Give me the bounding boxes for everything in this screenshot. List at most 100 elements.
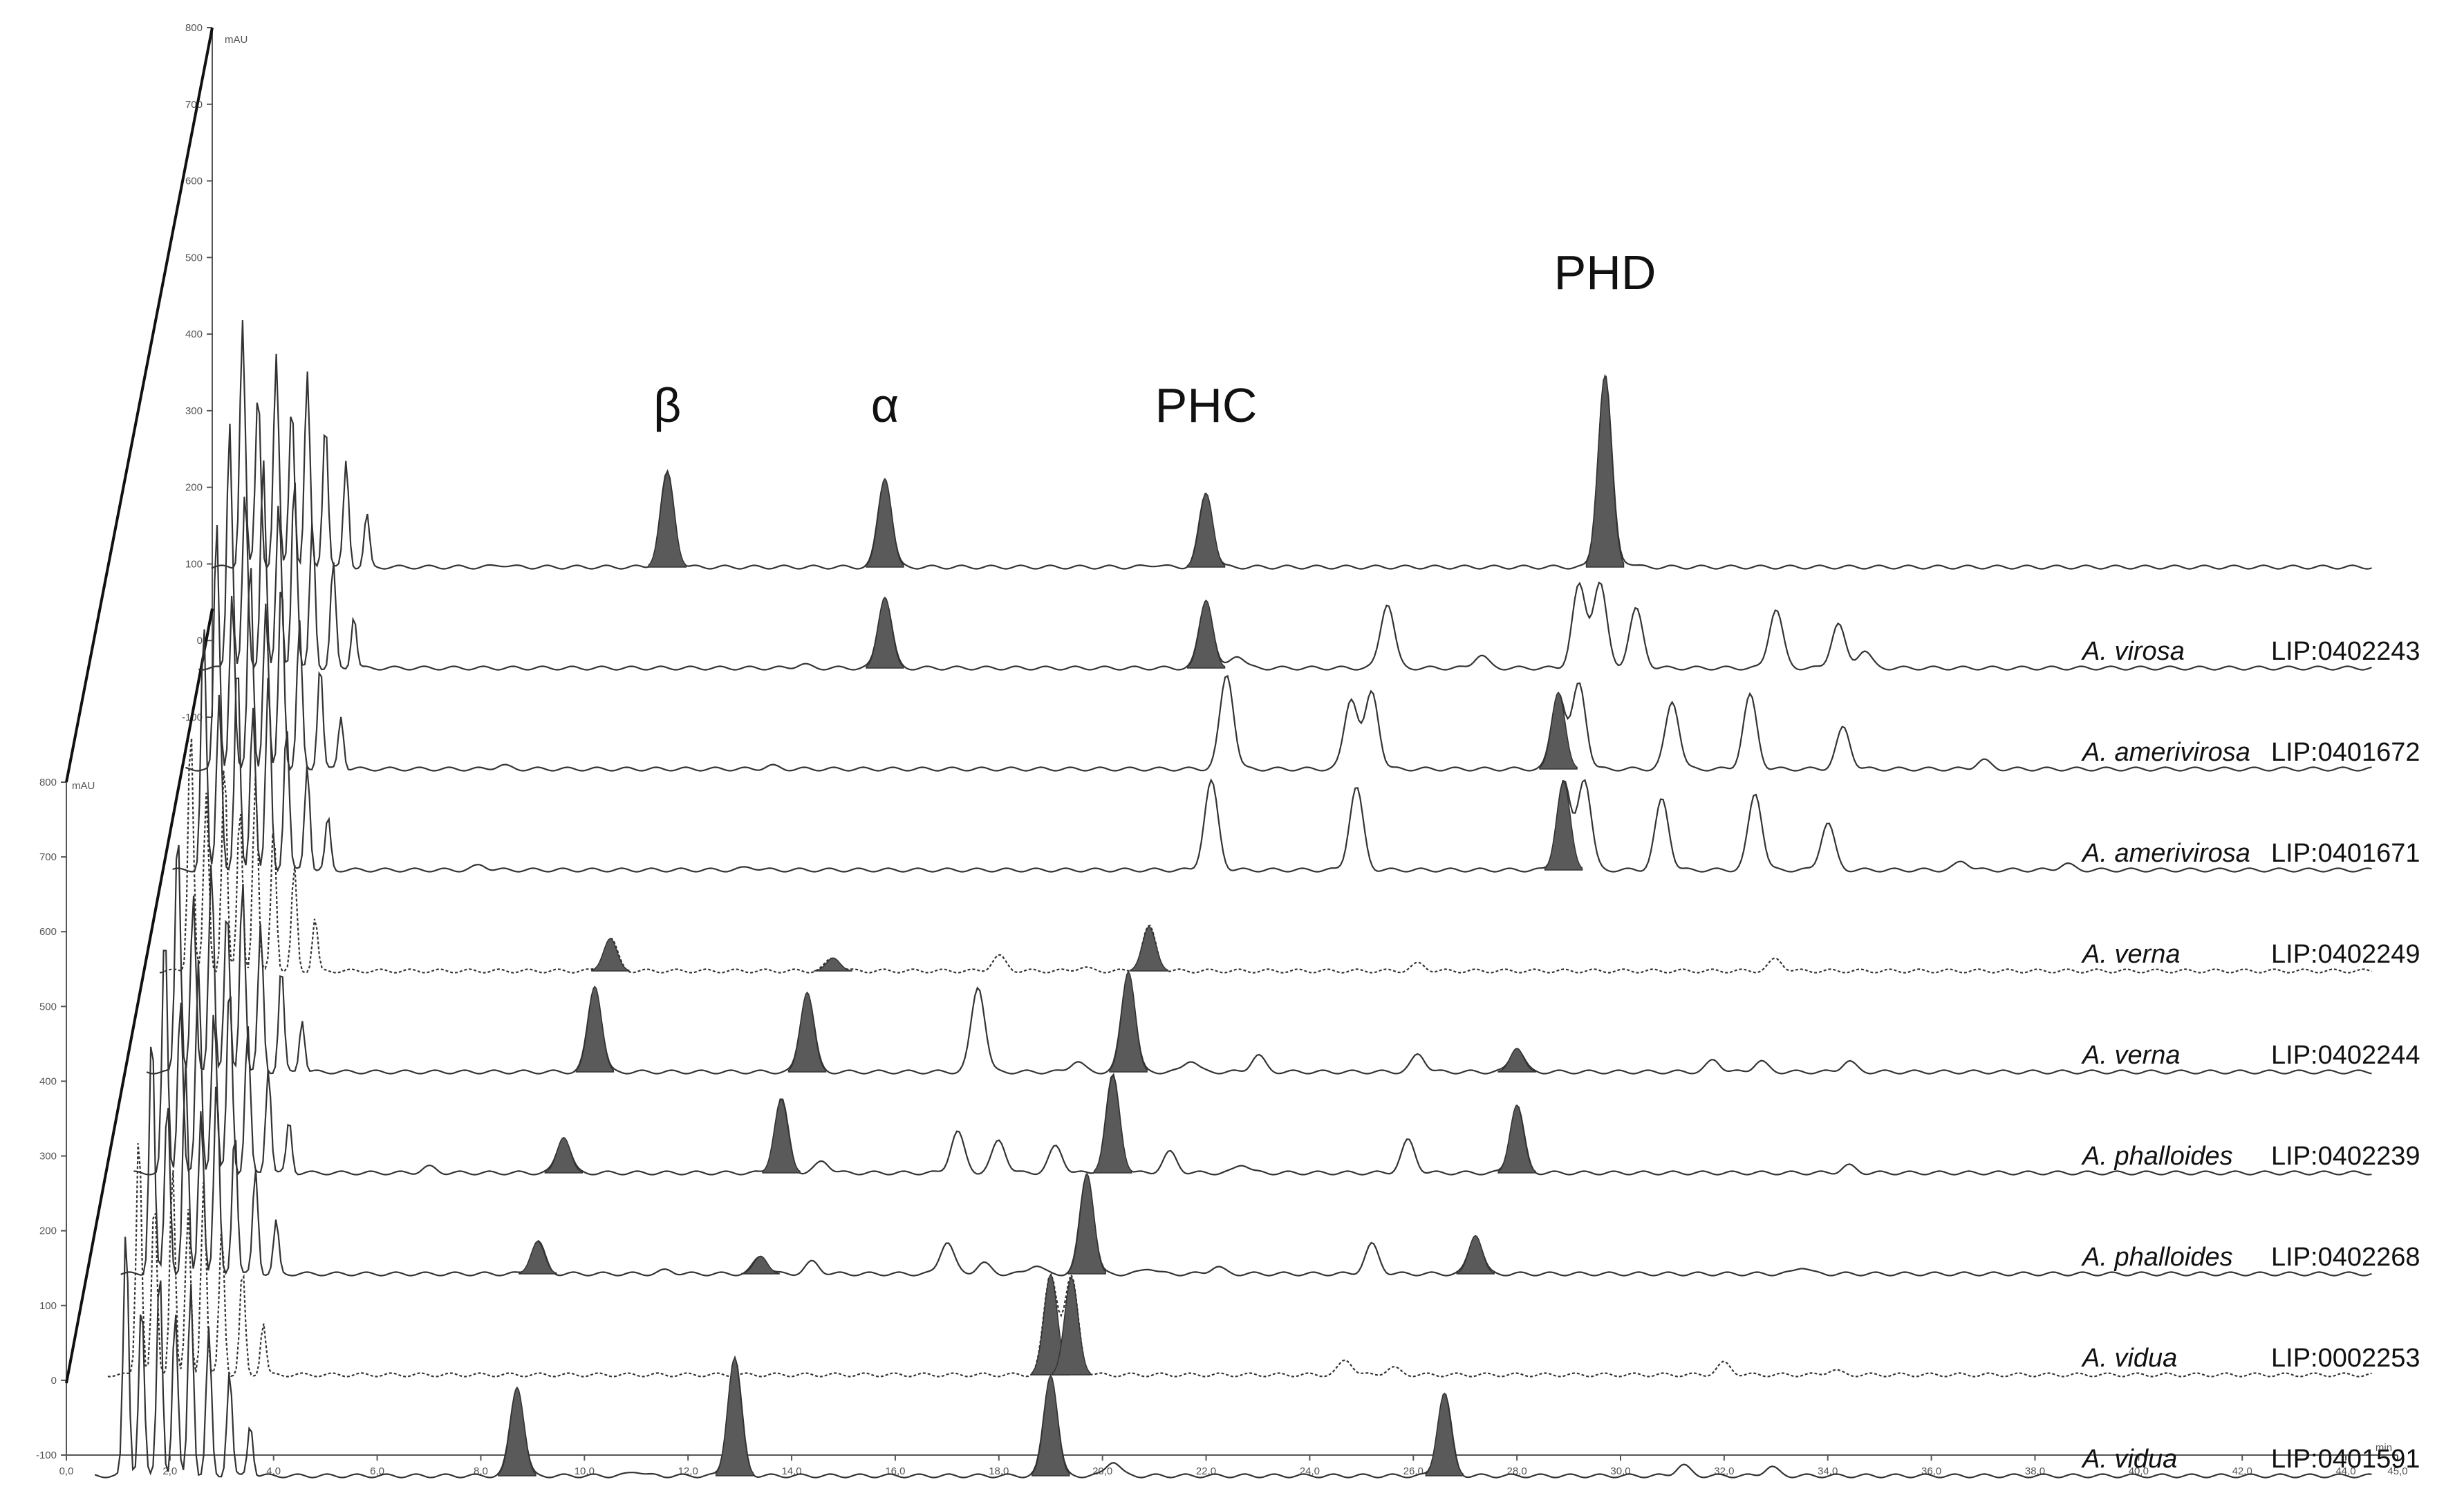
perspective-line-zero bbox=[65, 608, 214, 1384]
front-y-tick-label: 600 bbox=[39, 926, 57, 938]
highlighted-peak bbox=[1093, 1074, 1132, 1174]
highlighted-peak bbox=[866, 596, 904, 669]
series-species-label: A. verna bbox=[2081, 1041, 2181, 1070]
x-tick-label: 14,0 bbox=[781, 1465, 801, 1477]
back-y-tick-label: 400 bbox=[185, 328, 203, 340]
series-species-label: A. phalloides bbox=[2081, 1243, 2233, 1272]
front-y-tick-label: -100 bbox=[36, 1450, 57, 1461]
x-tick-label: 6,0 bbox=[370, 1465, 384, 1477]
chromatogram-trace bbox=[159, 738, 2372, 974]
highlighted-peak bbox=[1109, 970, 1148, 1073]
highlighted-peak bbox=[1032, 1374, 1070, 1476]
highlighted-peak bbox=[544, 1136, 584, 1174]
highlighted-peak bbox=[1186, 492, 1226, 568]
series-species-label: A. vidua bbox=[2081, 1344, 2177, 1373]
x-tick-label: 38,0 bbox=[2025, 1465, 2045, 1477]
traces bbox=[94, 320, 2372, 1479]
series-species-label: A. amerivirosa bbox=[2081, 738, 2250, 767]
back-y-tick-label: 800 bbox=[185, 22, 203, 34]
highlighted-peak bbox=[866, 477, 904, 568]
x-tick-label: 10,0 bbox=[575, 1465, 595, 1477]
highlighted-peak bbox=[762, 1098, 801, 1174]
x-tick-label: 18,0 bbox=[989, 1465, 1009, 1477]
series-lip-label: LIP:0402244 bbox=[2271, 1041, 2420, 1070]
front-y-tick-label: 500 bbox=[39, 1001, 57, 1012]
chromatogram-trace bbox=[185, 525, 2372, 772]
chromatogram-trace bbox=[120, 1046, 2372, 1277]
peak-label: PHC bbox=[1155, 378, 1258, 432]
x-tick-label: 34,0 bbox=[1818, 1465, 1838, 1477]
series-lip-label: LIP:0401671 bbox=[2271, 839, 2420, 868]
highlighted-peak bbox=[1539, 691, 1578, 770]
highlighted-peak bbox=[1425, 1392, 1464, 1476]
series-species-label: A. amerivirosa bbox=[2081, 839, 2250, 868]
perspective-line-top bbox=[65, 27, 214, 783]
highlighted-peak bbox=[1497, 1048, 1536, 1073]
series-species-label: A. vidua bbox=[2081, 1445, 2177, 1474]
x-axis-unit: min bbox=[2376, 1442, 2392, 1454]
front-y-tick-label: 400 bbox=[39, 1075, 57, 1087]
front-y-unit: mAU bbox=[72, 780, 95, 792]
back-y-unit: mAU bbox=[225, 34, 248, 46]
back-y-tick-label: 500 bbox=[185, 252, 203, 263]
axes: 0,0 2,0 4,0 6,0 8,0 10,0 12,0 14,0 16,0 18,0 20,0 2… bbox=[36, 22, 2408, 1477]
x-tick-label: 22,0 bbox=[1196, 1465, 1216, 1477]
highlighted-peak bbox=[1067, 1172, 1106, 1275]
chromatogram-trace bbox=[94, 1237, 2372, 1479]
chromatogram-trace bbox=[146, 844, 2372, 1075]
series-species-label: A. phalloides bbox=[2081, 1142, 2233, 1171]
back-y-tick-label: 600 bbox=[185, 176, 203, 187]
front-y-tick-label: 100 bbox=[39, 1300, 57, 1312]
highlighted-peak bbox=[1497, 1104, 1536, 1174]
x-tick-label: 30,0 bbox=[1610, 1465, 1630, 1477]
back-y-tick-label: 200 bbox=[185, 482, 203, 494]
front-y-tick-label: 300 bbox=[39, 1151, 57, 1163]
highlighted-peak bbox=[648, 472, 687, 568]
peak-label: PHD bbox=[1554, 246, 1656, 299]
highlighted-peak bbox=[814, 957, 852, 972]
highlighted-peak bbox=[1186, 599, 1226, 669]
chromatogram-trace bbox=[172, 629, 2372, 873]
front-y-tick-label: 200 bbox=[39, 1225, 57, 1237]
highlighted-peak bbox=[1585, 373, 1625, 568]
series-species-label: A. virosa bbox=[2081, 637, 2185, 666]
highlighted-peak bbox=[1052, 1276, 1091, 1376]
highlighted-peak bbox=[1130, 926, 1168, 972]
chromatogram-trace bbox=[211, 320, 2372, 570]
chromatogram-trace bbox=[198, 423, 2372, 671]
back-y-tick-label: 0 bbox=[197, 635, 203, 647]
series-species-label: A. verna bbox=[2081, 940, 2181, 969]
front-y-tick-label: 800 bbox=[39, 777, 57, 788]
series-lip-label: LIP:0402268 bbox=[2271, 1243, 2420, 1272]
series-lip-label: LIP:0402239 bbox=[2271, 1142, 2420, 1171]
x-tick-label: 45,0 bbox=[2387, 1465, 2407, 1477]
chromatogram-trace bbox=[107, 1143, 2372, 1378]
highlighted-peak bbox=[591, 938, 630, 972]
x-tick-label: 2,0 bbox=[162, 1465, 177, 1477]
series-lip-label: LIP:0402243 bbox=[2271, 637, 2420, 666]
highlighted-peak bbox=[519, 1241, 557, 1275]
highlighted-peak bbox=[715, 1356, 754, 1476]
highlighted-peak bbox=[1456, 1234, 1495, 1275]
back-y-tick-label: 300 bbox=[185, 405, 203, 417]
chromatogram-trace bbox=[133, 950, 2372, 1176]
highlighted-peak bbox=[741, 1255, 780, 1275]
series-lip-label: LIP:0402249 bbox=[2271, 940, 2420, 969]
highlighted-peak bbox=[787, 991, 827, 1073]
highlighted-peak bbox=[1544, 780, 1583, 871]
back-y-tick-label: 700 bbox=[185, 99, 203, 111]
front-y-tick-label: 0 bbox=[51, 1375, 57, 1387]
highlighted-peak bbox=[575, 985, 615, 1073]
annotations: A. virosa LIP:0402243 A. amerivirosa LIP:04… bbox=[653, 246, 2420, 1474]
x-tick-label: 26,0 bbox=[1403, 1465, 1424, 1477]
x-tick-label: 0,0 bbox=[59, 1465, 74, 1477]
series-lip-label: LIP:0002253 bbox=[2271, 1344, 2420, 1373]
series-lip-label: LIP:0401672 bbox=[2271, 738, 2420, 767]
peak-label: β bbox=[653, 378, 681, 432]
peak-label: α bbox=[871, 378, 899, 432]
series-lip-label: LIP:0401591 bbox=[2271, 1445, 2420, 1474]
front-y-tick-label: 700 bbox=[39, 851, 57, 863]
highlighted-peak bbox=[498, 1386, 536, 1476]
back-y-tick-label: 100 bbox=[185, 558, 203, 570]
